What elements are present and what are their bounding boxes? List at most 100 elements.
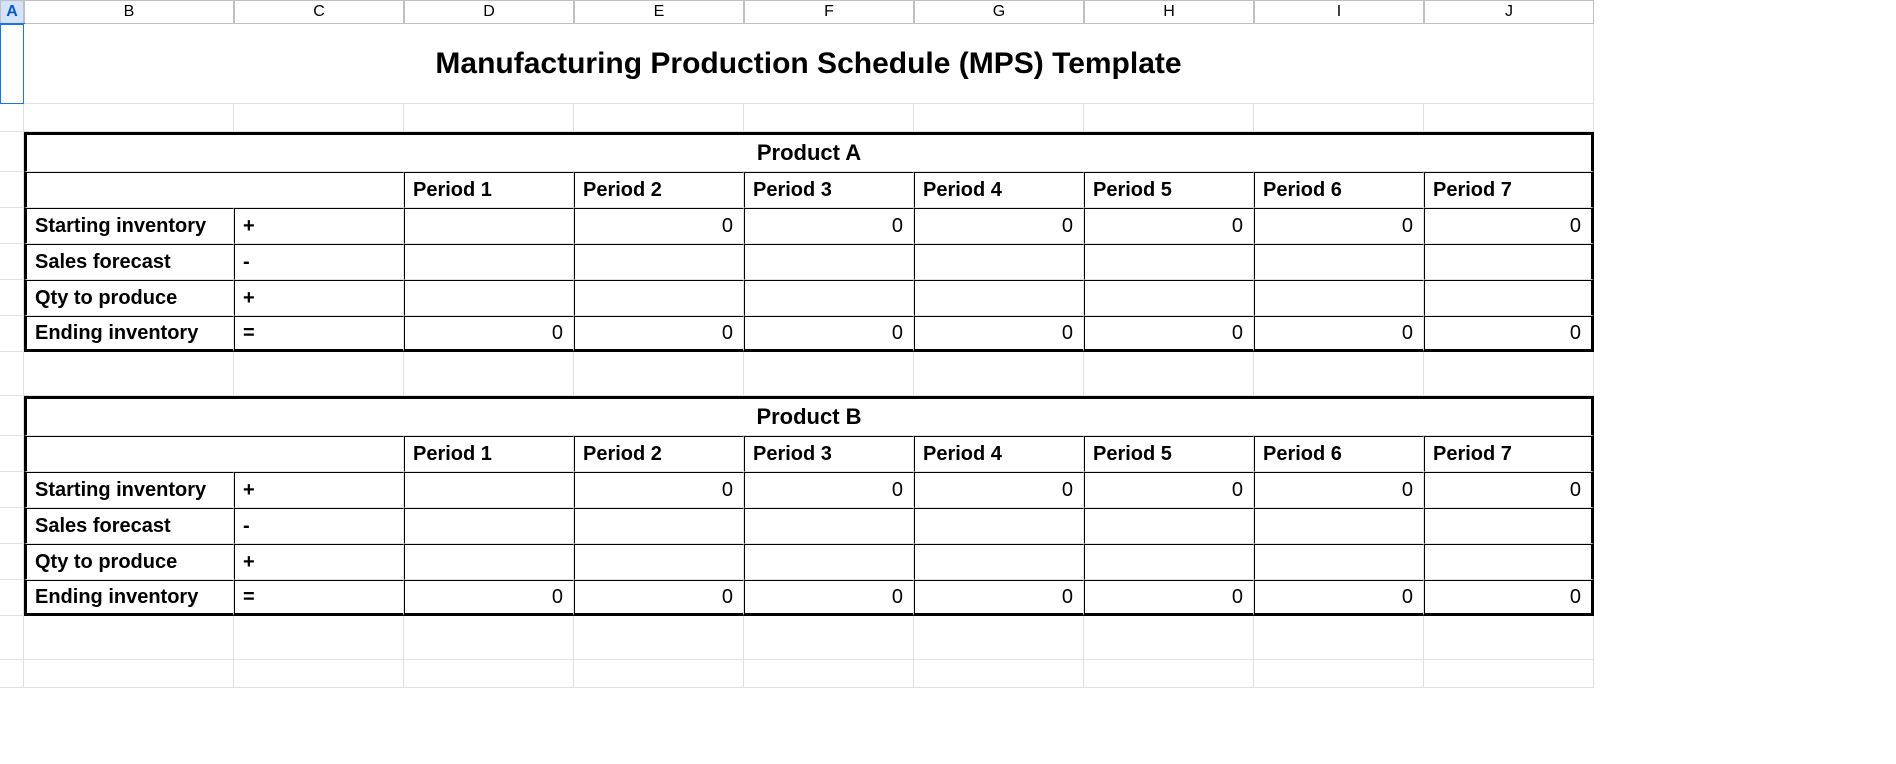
row-gutter — [0, 436, 24, 472]
blank-cell — [574, 616, 744, 660]
column-header-h[interactable]: H — [1084, 0, 1254, 24]
data-cell[interactable]: 0 — [914, 580, 1084, 616]
column-header-a[interactable]: A — [0, 0, 24, 24]
data-cell[interactable]: 0 — [744, 580, 914, 616]
data-cell[interactable] — [1084, 508, 1254, 544]
period-header[interactable]: Period 3 — [744, 172, 914, 208]
row-op-sales: - — [234, 508, 404, 544]
data-cell[interactable]: 0 — [1084, 580, 1254, 616]
data-cell[interactable]: 0 — [1084, 316, 1254, 352]
data-cell[interactable] — [574, 508, 744, 544]
selected-cell-a1[interactable] — [0, 24, 24, 104]
spreadsheet-grid[interactable]: ABCDEFGHIJManufacturing Production Sched… — [0, 0, 1896, 688]
data-cell[interactable] — [914, 244, 1084, 280]
data-cell[interactable]: 0 — [404, 316, 574, 352]
blank-cell — [744, 660, 914, 688]
column-header-f[interactable]: F — [744, 0, 914, 24]
data-cell[interactable]: 0 — [744, 208, 914, 244]
data-cell[interactable]: 0 — [1424, 208, 1594, 244]
row-gutter — [0, 280, 24, 316]
data-cell[interactable] — [1424, 280, 1594, 316]
data-cell[interactable] — [744, 544, 914, 580]
period-header[interactable]: Period 1 — [404, 436, 574, 472]
data-cell[interactable] — [1084, 244, 1254, 280]
blank-cell — [574, 352, 744, 396]
data-cell[interactable] — [744, 508, 914, 544]
data-cell[interactable]: 0 — [1424, 472, 1594, 508]
row-gutter — [0, 396, 24, 436]
column-header-b[interactable]: B — [24, 0, 234, 24]
data-cell[interactable]: 0 — [1254, 208, 1424, 244]
data-cell[interactable]: 0 — [1084, 208, 1254, 244]
period-header[interactable]: Period 5 — [1084, 172, 1254, 208]
period-header[interactable]: Period 2 — [574, 172, 744, 208]
product-title: Product B — [24, 396, 1594, 436]
data-cell[interactable] — [1424, 544, 1594, 580]
column-header-j[interactable]: J — [1424, 0, 1594, 24]
column-header-g[interactable]: G — [914, 0, 1084, 24]
data-cell[interactable] — [574, 544, 744, 580]
data-cell[interactable] — [404, 544, 574, 580]
data-cell[interactable] — [914, 280, 1084, 316]
period-header[interactable]: Period 7 — [1424, 172, 1594, 208]
data-cell[interactable]: 0 — [914, 316, 1084, 352]
data-cell[interactable]: 0 — [404, 580, 574, 616]
row-gutter — [0, 544, 24, 580]
period-header[interactable]: Period 6 — [1254, 172, 1424, 208]
data-cell[interactable] — [404, 508, 574, 544]
data-cell[interactable]: 0 — [744, 472, 914, 508]
period-header[interactable]: Period 4 — [914, 436, 1084, 472]
data-cell[interactable] — [1254, 508, 1424, 544]
blank-cell — [1084, 104, 1254, 132]
data-cell[interactable] — [574, 280, 744, 316]
data-cell[interactable] — [1424, 244, 1594, 280]
data-cell[interactable]: 0 — [574, 208, 744, 244]
data-cell[interactable]: 0 — [574, 472, 744, 508]
period-header[interactable]: Period 7 — [1424, 436, 1594, 472]
column-header-d[interactable]: D — [404, 0, 574, 24]
data-cell[interactable]: 0 — [1424, 316, 1594, 352]
data-cell[interactable] — [744, 244, 914, 280]
period-header[interactable]: Period 2 — [574, 436, 744, 472]
data-cell[interactable]: 0 — [574, 580, 744, 616]
row-op-qty: + — [234, 544, 404, 580]
data-cell[interactable] — [404, 244, 574, 280]
data-cell[interactable] — [404, 472, 574, 508]
data-cell[interactable]: 0 — [914, 208, 1084, 244]
data-cell[interactable] — [574, 244, 744, 280]
blank-cell — [1424, 616, 1594, 660]
blank-cell — [0, 352, 24, 396]
data-cell[interactable] — [1084, 280, 1254, 316]
blank-cell — [914, 616, 1084, 660]
period-header[interactable]: Period 5 — [1084, 436, 1254, 472]
data-cell[interactable] — [1424, 508, 1594, 544]
period-header[interactable]: Period 4 — [914, 172, 1084, 208]
data-cell[interactable]: 0 — [914, 472, 1084, 508]
data-cell[interactable]: 0 — [574, 316, 744, 352]
blank-cell — [404, 104, 574, 132]
data-cell[interactable] — [404, 280, 574, 316]
data-cell[interactable] — [914, 508, 1084, 544]
data-cell[interactable]: 0 — [1254, 316, 1424, 352]
data-cell[interactable]: 0 — [744, 316, 914, 352]
column-header-e[interactable]: E — [574, 0, 744, 24]
data-cell[interactable] — [1254, 544, 1424, 580]
data-cell[interactable] — [1254, 244, 1424, 280]
data-cell[interactable] — [1084, 544, 1254, 580]
data-cell[interactable]: 0 — [1254, 472, 1424, 508]
period-header[interactable]: Period 1 — [404, 172, 574, 208]
data-cell[interactable] — [1254, 280, 1424, 316]
column-header-c[interactable]: C — [234, 0, 404, 24]
data-cell[interactable]: 0 — [1084, 472, 1254, 508]
data-cell[interactable] — [744, 280, 914, 316]
period-header[interactable]: Period 6 — [1254, 436, 1424, 472]
data-cell[interactable] — [404, 208, 574, 244]
data-cell[interactable] — [914, 544, 1084, 580]
data-cell[interactable]: 0 — [1254, 580, 1424, 616]
blank-cell — [574, 104, 744, 132]
column-header-i[interactable]: I — [1254, 0, 1424, 24]
data-cell[interactable]: 0 — [1424, 580, 1594, 616]
blank-cell — [744, 104, 914, 132]
blank-cell — [1084, 352, 1254, 396]
period-header[interactable]: Period 3 — [744, 436, 914, 472]
